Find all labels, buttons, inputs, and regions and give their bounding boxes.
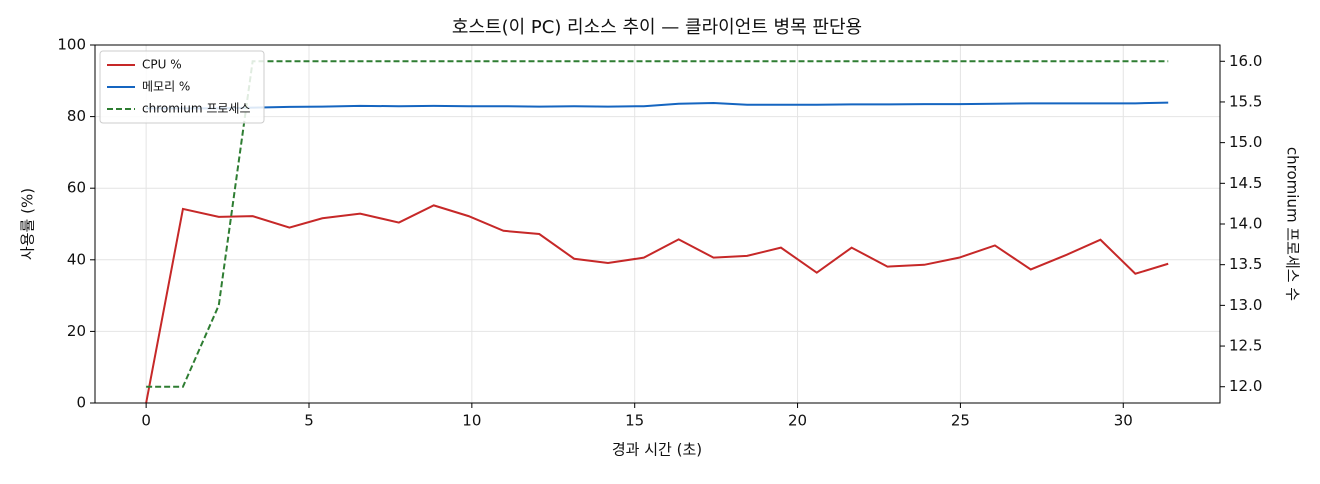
plot-frame <box>94 44 1221 404</box>
x-axis-label: 경과 시간 (초) <box>612 441 702 459</box>
y-tick-label: 40 <box>67 250 86 268</box>
legend-box <box>99 50 265 124</box>
y-tick-label: 0 <box>76 394 86 412</box>
x-tick-label: 30 <box>1114 412 1133 430</box>
y-tick-label: 100 <box>57 36 86 54</box>
y2-tick-label: 14.0 <box>1229 215 1262 233</box>
series-line <box>146 101 1169 110</box>
legend-label: chromium 프로세스 <box>142 102 251 116</box>
legend-label: CPU % <box>142 58 182 72</box>
series-line <box>146 60 1169 388</box>
y2-tick-label: 13.0 <box>1229 296 1262 314</box>
y2-tick-label: 15.0 <box>1229 133 1262 151</box>
chart-title: 호스트(이 PC) 리소스 추이 — 클라이언트 병목 판단용 <box>452 17 862 38</box>
x-tick-label: 0 <box>141 412 151 430</box>
y2-tick-label: 13.5 <box>1229 255 1262 273</box>
y2-tick-label: 12.5 <box>1229 337 1262 355</box>
legend-label: 메모리 % <box>142 80 190 94</box>
y-tick-label: 20 <box>67 322 86 340</box>
y-tick-label: 60 <box>67 179 86 197</box>
y2-tick-label: 14.5 <box>1229 174 1262 192</box>
x-tick-label: 5 <box>304 412 314 430</box>
x-tick-label: 15 <box>625 412 644 430</box>
x-tick-label: 10 <box>462 412 481 430</box>
x-tick-label: 20 <box>788 412 807 430</box>
y-tick-label: 80 <box>67 107 86 125</box>
y2-tick-label: 15.5 <box>1229 92 1262 110</box>
y-axis-label: 사용률 (%) <box>19 188 37 260</box>
y2-axis-label: chromium 프로세스 수 <box>1284 147 1302 301</box>
y2-tick-label: 16.0 <box>1229 52 1262 70</box>
y2-tick-label: 12.0 <box>1229 377 1262 395</box>
series-line <box>145 204 1169 404</box>
x-tick-label: 25 <box>951 412 970 430</box>
